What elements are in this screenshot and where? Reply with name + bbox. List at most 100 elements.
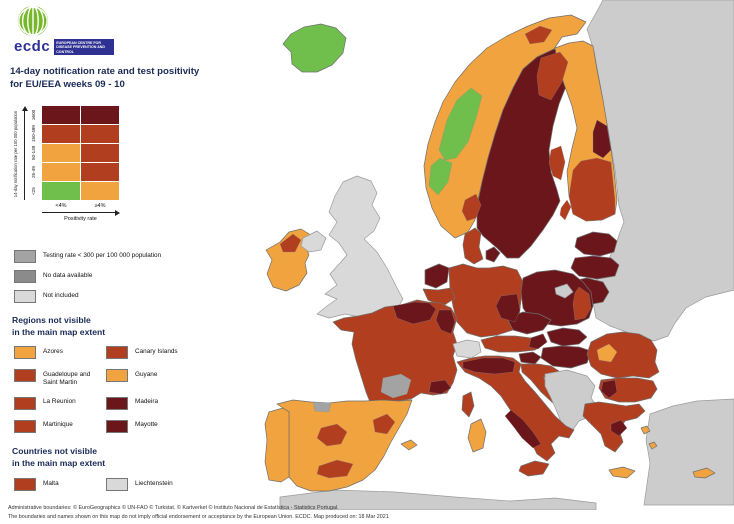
matrix-col-labels: <4% ≥4% xyxy=(42,203,119,209)
map-region-slovakia xyxy=(546,327,588,347)
map-region-finland-south xyxy=(568,157,616,222)
legend-swatch xyxy=(106,478,128,491)
legend-label: Guadeloupe and Saint Martin xyxy=(43,370,91,386)
map-region-sicily xyxy=(518,460,550,477)
map-region-spain-south xyxy=(316,459,354,479)
legend-swatch xyxy=(106,369,128,382)
map-region-uk xyxy=(316,175,404,319)
map-region-greece-attica xyxy=(610,419,628,437)
map-region-sweden-mid xyxy=(548,145,566,181)
legend-label: Madeira xyxy=(135,398,159,405)
legend-label: No data available xyxy=(43,271,93,279)
legend-swatch xyxy=(14,290,36,303)
map-region-bulgaria-west xyxy=(600,379,618,399)
map-region-belgium xyxy=(422,287,456,307)
legend-item: Madeira xyxy=(106,396,219,410)
legend-swatch xyxy=(14,346,36,359)
map-region-italy xyxy=(456,355,575,462)
ecdc-wordmark: ecdc xyxy=(14,38,51,55)
x-axis-title: Positivity rate xyxy=(64,216,97,222)
legend-label: La Reunion xyxy=(43,398,76,405)
legend-item: Malta xyxy=(14,478,102,491)
y-axis-title: 14-day notification rate per 100 000 pop… xyxy=(13,110,18,198)
map-region-denmark-islands xyxy=(485,246,501,263)
map-region-norway-oslo xyxy=(461,193,482,222)
legend-item: Mayotte xyxy=(106,419,219,433)
legend-label: Testing rate < 300 per 100 000 populatio… xyxy=(43,251,162,259)
map-region-balearics xyxy=(400,439,418,451)
regions-section-heading: Regions not visible in the main map exte… xyxy=(12,315,105,338)
map-region-poland-east xyxy=(572,286,592,321)
europe-map xyxy=(264,0,734,510)
footer-line2: The boundaries and names shown on this m… xyxy=(8,513,389,520)
map-region-spain-east xyxy=(372,413,396,435)
map-region-spain-north-gray xyxy=(312,401,332,413)
matrix-row-label: <25 xyxy=(31,187,36,195)
matrix-legend: 14-day notification rate per 100 000 pop… xyxy=(12,106,142,228)
legend-swatch xyxy=(14,396,36,410)
map-region-spain xyxy=(276,399,413,492)
matrix-row-label: 25-49 xyxy=(31,166,36,178)
legend-swatch xyxy=(14,250,36,263)
ecdc-org-name: EUROPEAN CENTRE FOR DISEASE PREVENTION A… xyxy=(54,39,115,55)
matrix-col-label: <4% xyxy=(55,203,67,209)
page-title-line1: 14-day notification rate and test positi… xyxy=(10,66,200,77)
map-non-eu-landmass xyxy=(279,0,734,510)
map-region-romania xyxy=(586,331,660,379)
map-region-norway-southwest xyxy=(428,157,453,196)
map-region-north-africa xyxy=(279,489,597,510)
map-region-france-south-gray xyxy=(380,373,412,399)
map-region-france-southeast xyxy=(428,379,452,395)
legend-item: Testing rate < 300 per 100 000 populatio… xyxy=(14,250,219,263)
ecdc-logo: ecdc EUROPEAN CENTRE FOR DISEASE PREVENT… xyxy=(14,4,144,55)
ecdc-globe-icon xyxy=(17,5,49,37)
legend-label: Liechtenstein xyxy=(135,479,173,487)
matrix-cell xyxy=(81,106,119,124)
map-region-sweden-north xyxy=(536,51,569,101)
footer-line1: Administrative boundaries: © EuroGeograp… xyxy=(8,505,339,511)
legend-label: Martinique xyxy=(43,421,73,428)
map-region-ireland-northeast xyxy=(279,233,302,253)
map-region-latvia xyxy=(570,255,620,280)
map-region-cyprus xyxy=(692,467,716,479)
map-region-ireland xyxy=(265,228,312,292)
map-subnational-patches xyxy=(279,25,628,479)
map-region-turkey xyxy=(643,398,734,506)
matrix-row-label: 150-499 xyxy=(31,125,36,143)
map-region-italy-north xyxy=(462,357,516,375)
map-region-netherlands xyxy=(424,263,450,289)
countries-heading-line2: in the main map extent xyxy=(12,457,106,468)
countries-legend: Malta Liechtenstein xyxy=(14,478,219,491)
map-region-sardinia xyxy=(467,418,487,453)
map-region-denmark xyxy=(462,227,484,265)
legend-item: No data available xyxy=(14,270,219,283)
matrix-cell xyxy=(81,144,119,162)
map-region-portugal xyxy=(264,407,290,483)
map-region-crete xyxy=(608,466,636,479)
legend-swatch xyxy=(14,419,36,433)
x-axis-arrow-icon xyxy=(115,209,120,216)
map-region-slovenia xyxy=(518,351,542,365)
matrix-cell xyxy=(81,182,119,200)
map-region-aegean-island-2 xyxy=(648,441,658,450)
legend-label: Not included xyxy=(43,291,79,299)
matrix-cell xyxy=(42,182,80,200)
map-region-france-east xyxy=(435,309,456,335)
matrix-row-label: 50-149 xyxy=(31,145,36,161)
map-region-norway-north xyxy=(524,25,553,45)
map-region-finland-east xyxy=(592,119,612,159)
legend-item: Canary Islands xyxy=(106,346,219,359)
legend-swatch xyxy=(106,419,128,433)
map-region-gotland xyxy=(559,199,572,221)
matrix-cell xyxy=(42,106,80,124)
legend-swatch xyxy=(106,396,128,410)
y-axis-arrow-icon xyxy=(21,106,28,111)
map-region-austria-east xyxy=(528,333,548,350)
legend-label: Mayotte xyxy=(135,421,158,428)
matrix-cell xyxy=(42,163,80,181)
regions-heading-line2: in the main map extent xyxy=(12,326,106,337)
map-region-kaliningrad xyxy=(554,283,574,299)
legend-label: Canary Islands xyxy=(135,347,178,355)
regions-legend: Azores Canary Islands Guadeloupe and Saint… xyxy=(14,346,219,433)
